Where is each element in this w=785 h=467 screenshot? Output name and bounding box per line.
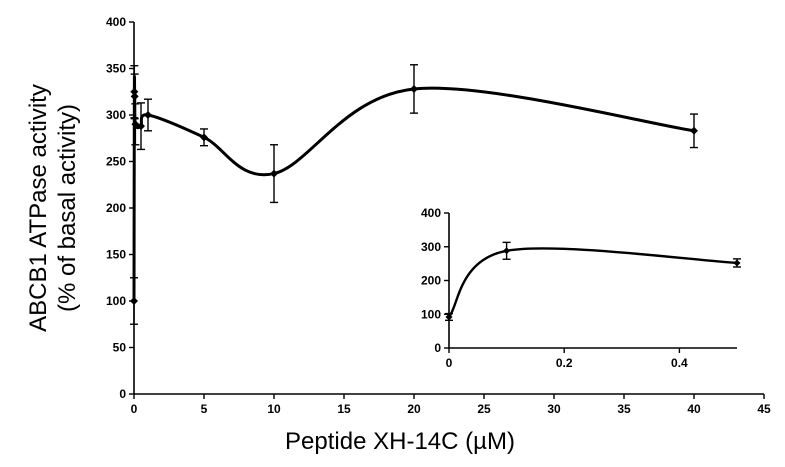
main-x-tick-label: 45 (757, 402, 771, 416)
main-data-point (144, 111, 152, 119)
main-y-tick-label: 250 (106, 155, 126, 169)
inset-y-tick-label: 0 (434, 341, 441, 355)
main-data-point (130, 297, 138, 305)
inset-y-tick-label: 400 (421, 206, 441, 220)
main-y-tick-label: 150 (106, 248, 126, 262)
main-x-tick-label: 30 (547, 402, 561, 416)
inset-x-tick-label: 0 (446, 356, 453, 370)
main-x-tick-label: 25 (477, 402, 491, 416)
main-data-point (690, 126, 698, 135)
y-axis-title-line-2: (% of basal activity) (54, 104, 81, 312)
inset-data-point (733, 259, 741, 267)
x-axis-title: Peptide XH-14C (µM) (285, 428, 515, 455)
main-data-point (200, 133, 208, 142)
main-y-tick-label: 50 (113, 341, 127, 355)
main-x-tick-label: 40 (687, 402, 701, 416)
main-data-point (270, 169, 278, 178)
main-y-tick-label: 100 (106, 294, 126, 308)
inset-data-point (503, 247, 511, 255)
inset-x-tick-label: 0.2 (556, 356, 573, 370)
inset-x-tick-label: 0.4 (671, 356, 688, 370)
main-y-tick-label: 200 (106, 201, 126, 215)
main-y-tick-label: 300 (106, 108, 126, 122)
main-y-tick-label: 350 (106, 62, 126, 76)
main-data-point (410, 84, 418, 93)
main-y-tick-label: 0 (119, 387, 126, 401)
inset-y-tick-label: 200 (421, 274, 441, 288)
inset-series-line (448, 247, 738, 318)
inset-y-tick-label: 300 (421, 240, 441, 254)
inset-plot: 0 100 200 300 400 0 0.2 0.4 (421, 206, 741, 370)
main-x-tick-label: 15 (337, 402, 351, 416)
main-x-tick-label: 35 (617, 402, 631, 416)
main-x-tick-label: 5 (201, 402, 208, 416)
main-x-tick-label: 20 (407, 402, 421, 416)
inset-y-tick-label: 100 (421, 307, 441, 321)
main-data-point (137, 122, 145, 131)
y-axis-title-line-1: ABCB1 ATPase activity (25, 84, 52, 332)
main-y-tick-label: 400 (106, 15, 126, 29)
inset-data-point (445, 313, 453, 321)
main-data-point (130, 92, 139, 101)
main-x-tick-label: 0 (131, 402, 138, 416)
main-x-tick-label: 10 (267, 402, 281, 416)
